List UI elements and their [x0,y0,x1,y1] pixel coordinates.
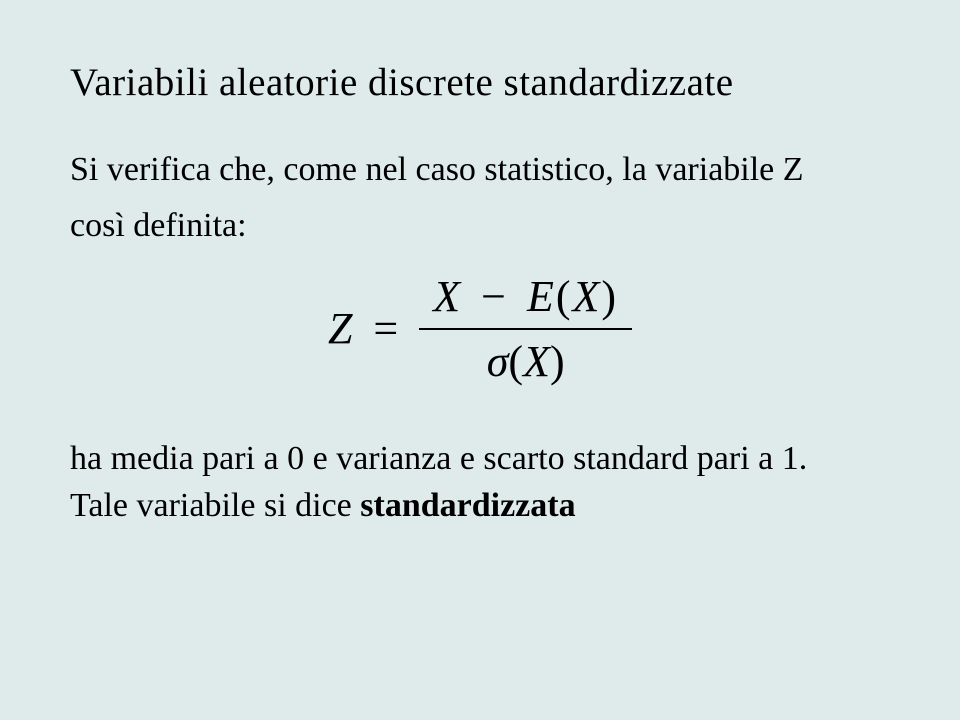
num-e: E [527,272,556,321]
conclusion-bold: standardizzata [360,487,575,524]
den-open: ( [508,337,523,386]
slide: Variabili aleatorie discrete standardizz… [0,0,960,720]
intro-line-2: così definita: [70,203,890,249]
num-open: ( [556,272,573,321]
formula-lhs: Z [328,303,352,354]
den-close: ) [550,337,565,386]
den-sigma: σ [487,337,509,386]
slide-title: Variabili aleatorie discrete standardizz… [70,60,890,105]
formula-equals: = [373,303,398,354]
num-arg: X [573,272,602,321]
formula-fraction: X − E(X) σ(X) [419,271,632,387]
intro-line-1: Si verifica che, come nel caso statistic… [70,147,890,193]
formula-denominator: σ(X) [419,330,632,387]
formula-container: Z = X − E(X) σ(X) [70,271,890,387]
formula-numerator: X − E(X) [419,271,632,330]
formula: Z = X − E(X) σ(X) [328,271,632,387]
num-minus: − [481,272,508,321]
den-arg: X [523,337,550,386]
conclusion: ha media pari a 0 e varianza e scarto st… [70,435,890,530]
num-x: X [433,272,462,321]
num-close: ) [601,272,618,321]
conclusion-line-2: Tale variabile si dice standardizzata [70,482,890,530]
conclusion-line-1: ha media pari a 0 e varianza e scarto st… [70,435,890,483]
conclusion-prefix: Tale variabile si dice [70,487,360,524]
